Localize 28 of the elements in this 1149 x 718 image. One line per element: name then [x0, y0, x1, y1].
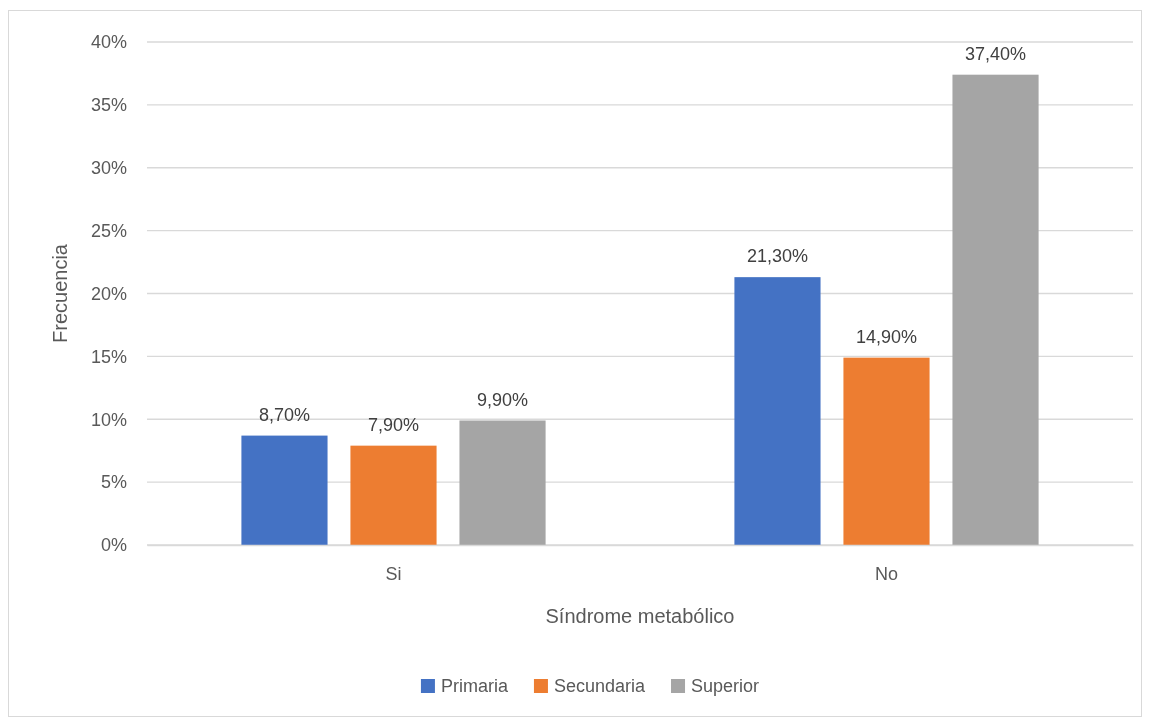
x-axis-title: Síndrome metabólico	[545, 605, 735, 627]
data-label: 9,90%	[477, 389, 529, 410]
y-tick-label: 10%	[90, 409, 127, 430]
x-tick-label: Si	[385, 563, 402, 584]
bar	[459, 420, 546, 545]
bar	[350, 445, 437, 545]
data-label: 14,90%	[855, 326, 918, 347]
data-label: 7,90%	[367, 414, 420, 435]
y-tick-label: 5%	[100, 472, 127, 493]
y-tick-label: 35%	[90, 95, 127, 116]
y-tick-label: 0%	[100, 535, 127, 556]
legend-label: Primaria	[440, 676, 509, 697]
bar	[952, 74, 1039, 545]
y-axis-title: Frecuencia	[49, 243, 71, 343]
legend-label: Secundaria	[553, 676, 646, 697]
y-tick-label: 25%	[90, 220, 127, 241]
y-tick-label: 40%	[90, 32, 127, 53]
y-tick-label: 15%	[90, 346, 127, 367]
data-label: 21,30%	[746, 246, 809, 267]
x-tick-label: No	[874, 563, 899, 584]
bar	[734, 277, 821, 545]
legend-label: Superior	[691, 676, 760, 697]
bar	[843, 357, 930, 545]
y-tick-label: 30%	[90, 158, 127, 179]
y-tick-label: 20%	[90, 283, 127, 304]
data-label: 37,40%	[964, 43, 1027, 64]
data-label: 8,70%	[258, 404, 310, 425]
bar	[241, 435, 328, 545]
